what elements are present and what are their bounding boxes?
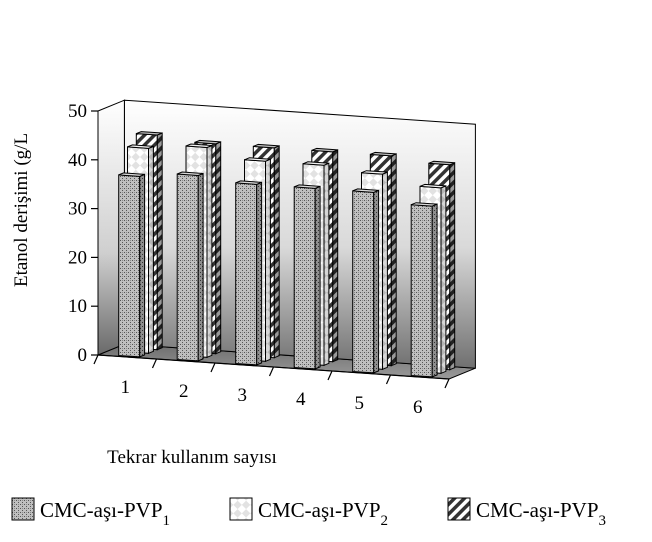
bar-side-face <box>197 172 204 362</box>
x-tick-label: 1 <box>121 377 131 398</box>
bar-front-face <box>235 182 258 366</box>
x-axis-title: Tekrar kullanım sayısı <box>107 447 277 468</box>
bar-top-face <box>177 171 204 177</box>
x-tick <box>385 374 392 385</box>
x-tick-label: 4 <box>296 389 306 410</box>
bar-top-face <box>127 144 154 149</box>
legend-swatch <box>447 497 471 521</box>
bar-top-face <box>361 170 388 175</box>
bar-top-face <box>185 143 213 149</box>
bar <box>176 171 204 362</box>
bar-side-face <box>390 153 397 367</box>
bar-front-face <box>352 190 375 374</box>
x-tick <box>327 370 333 381</box>
legend-item: CMC-aşı-PVP2 <box>229 497 388 529</box>
x-tick-label: 3 <box>238 385 248 406</box>
bar-front-face <box>118 174 141 358</box>
bar-side-face <box>332 149 339 363</box>
bar-side-face <box>382 171 388 371</box>
bar-top-face <box>194 139 221 145</box>
bar-front-face <box>410 204 433 378</box>
legend-label: CMC-aşı-PVP1 <box>40 498 170 529</box>
x-tick-label: 6 <box>413 397 423 418</box>
legend-swatch <box>229 497 253 521</box>
legend-label: CMC-aşı-PVP2 <box>258 498 388 529</box>
bar-side-face <box>256 181 263 366</box>
x-tick <box>210 362 216 373</box>
bar-side-face <box>139 173 146 358</box>
bar <box>235 180 263 366</box>
bar-top-face <box>136 131 163 136</box>
bar-side-face <box>314 185 321 370</box>
bar-top-face <box>370 151 397 157</box>
x-tick <box>93 354 99 365</box>
bar-side-face <box>440 185 447 375</box>
y-tick-label: 10 <box>68 296 87 317</box>
legend-item: CMC-aşı-PVP1 <box>11 497 170 529</box>
bar-side-face <box>206 144 213 359</box>
bar-top-face <box>118 172 145 177</box>
bar-top-face <box>419 183 447 189</box>
bar <box>293 184 321 370</box>
legend-swatch <box>11 497 35 521</box>
y-tick-label: 0 <box>78 345 88 366</box>
bar-top-face <box>235 180 262 185</box>
x-axis: 1 2 3 4 5 6 <box>93 354 450 418</box>
y-axis: 0 10 20 30 40 50 <box>68 101 99 366</box>
y-tick-label: 20 <box>68 247 87 268</box>
y-axis-title: Etanol derişimi (g/L <box>11 133 32 287</box>
bar-top-face <box>352 188 379 193</box>
x-tick-label: 2 <box>179 381 189 402</box>
bar-top-face <box>253 143 280 149</box>
bar-side-face <box>431 203 438 378</box>
bar-side-face <box>273 145 280 359</box>
bar <box>118 172 146 358</box>
x-tick <box>268 366 275 377</box>
bar-top-face <box>311 147 338 153</box>
bar-side-face <box>215 141 222 355</box>
bar-side-face <box>265 158 271 363</box>
legend: CMC-aşı-PVP1 CMC-aşı-PVP2 CMC-aşı-PVP3 <box>11 497 606 529</box>
bars <box>118 131 456 378</box>
bar-top-face <box>244 157 271 162</box>
bar <box>352 188 380 374</box>
legend-label: CMC-aşı-PVP3 <box>476 498 606 529</box>
y-tick-label: 30 <box>68 199 87 220</box>
bar-side-face <box>323 162 330 367</box>
legend-item: CMC-aşı-PVP3 <box>447 497 606 529</box>
bar-front-face <box>176 173 199 362</box>
bar-top-face <box>302 161 330 166</box>
y-tick-label: 40 <box>68 150 87 171</box>
x-tick-label: 5 <box>355 393 365 414</box>
bar <box>410 202 438 378</box>
y-tick-label: 50 <box>68 101 87 122</box>
bar-side-face <box>156 132 163 351</box>
x-tick <box>151 358 158 369</box>
x-tick <box>444 378 450 389</box>
bar-top-face <box>411 202 438 207</box>
bar-side-face <box>148 145 154 355</box>
bar-front-face <box>293 186 316 370</box>
bar-side-face <box>449 162 456 371</box>
bar-top-face <box>294 184 321 189</box>
bar-top-face <box>428 160 455 166</box>
bar-side-face <box>373 189 380 374</box>
